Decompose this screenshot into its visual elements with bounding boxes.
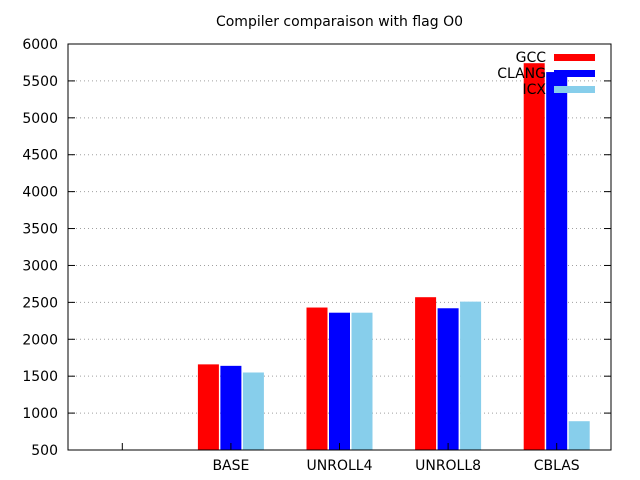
x-tick-label: CBLAS <box>534 458 580 474</box>
y-tick-label: 1000 <box>22 406 58 422</box>
bar-icx <box>351 312 373 450</box>
bar-clang <box>220 365 242 450</box>
y-tick-label: 4500 <box>22 148 58 164</box>
bar-clang <box>546 72 568 451</box>
y-tick-label: 500 <box>31 443 58 459</box>
y-tick-label: 6000 <box>22 37 58 53</box>
grid-lines <box>68 80 611 414</box>
legend-label: GCC <box>516 50 547 66</box>
bar-clang <box>329 312 350 450</box>
bar-gcc <box>523 63 545 451</box>
bar-clang <box>437 308 459 450</box>
legend-swatch <box>554 54 595 61</box>
legend-swatch <box>554 70 595 77</box>
x-axis: BASE UNROLL4 UNROLL8 CBLAS <box>121 443 580 474</box>
y-tick-label: 5000 <box>22 111 58 127</box>
y-tick-label: 1500 <box>22 369 58 385</box>
bars <box>197 63 590 451</box>
bar-gcc <box>306 307 328 450</box>
legend-label: CLANG <box>497 66 546 82</box>
y-tick-label: 4000 <box>22 185 58 201</box>
y-tick-label: 3500 <box>22 222 58 238</box>
x-tick-label: UNROLL4 <box>307 458 373 474</box>
bar-icx <box>460 301 482 450</box>
bar-icx <box>568 421 590 450</box>
y-tick-label: 2000 <box>22 332 58 348</box>
legend-swatch <box>554 86 595 93</box>
chart-title: Compiler comparaison with flag O0 <box>216 14 463 30</box>
x-tick-label: UNROLL8 <box>415 458 481 474</box>
bar-icx <box>242 372 264 450</box>
y-axis: 500 1000 1500 2000 2500 3000 3500 4000 4500 5000 5… <box>22 37 611 459</box>
y-tick-label: 5500 <box>22 74 58 90</box>
bar-gcc <box>197 364 219 450</box>
x-tick-label: BASE <box>212 458 249 474</box>
y-tick-label: 3000 <box>22 258 58 274</box>
legend-label: ICX <box>523 82 547 98</box>
y-tick-label: 2500 <box>22 295 58 311</box>
bar-gcc <box>415 297 437 450</box>
